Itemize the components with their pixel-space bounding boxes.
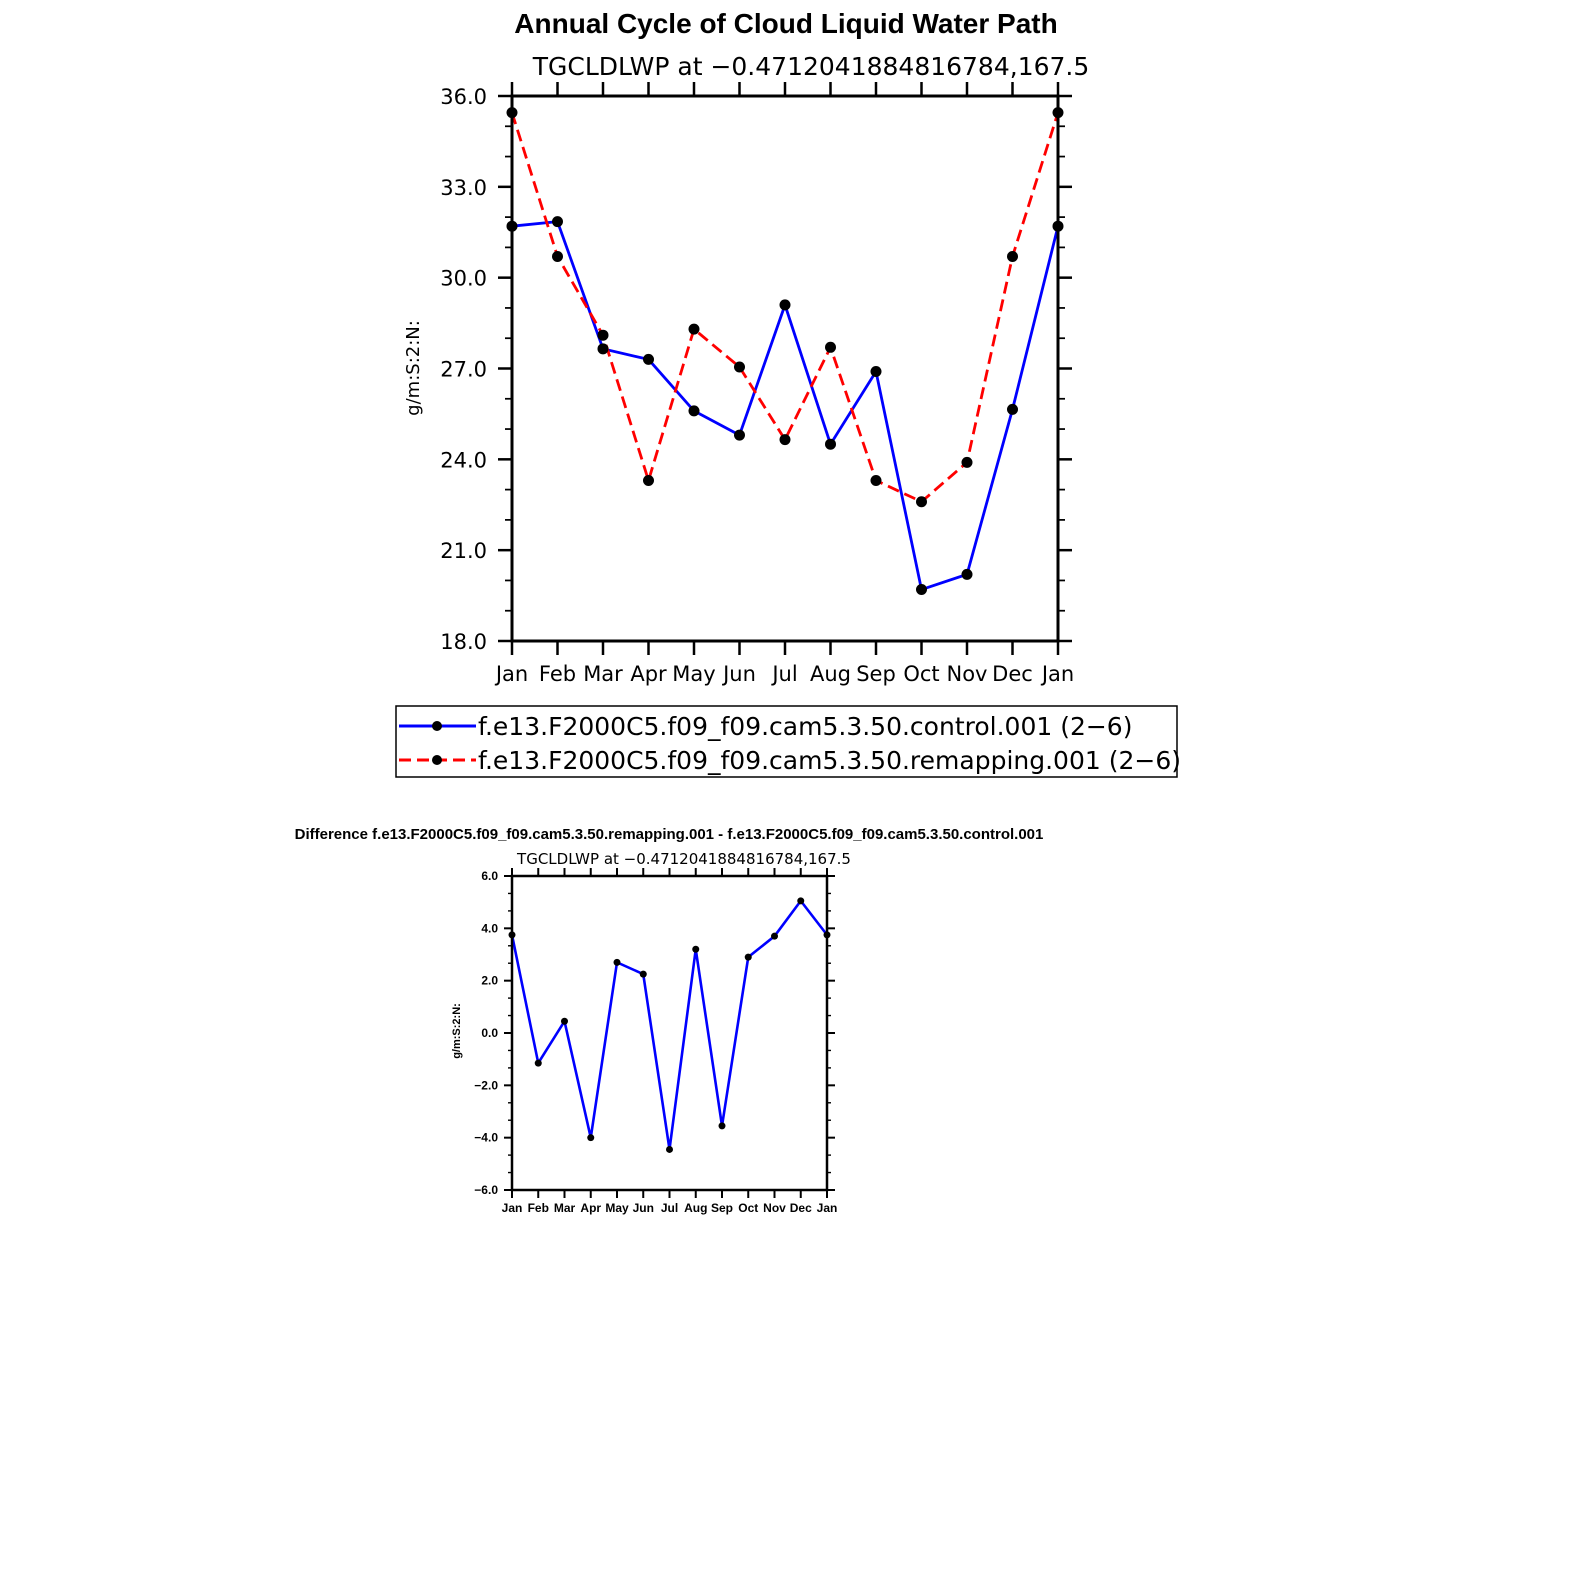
diff-data-point xyxy=(692,945,700,953)
data-point xyxy=(734,361,745,373)
diff-data-point xyxy=(744,953,752,961)
diff-x-tick-label: Jan xyxy=(502,1201,523,1215)
y-tick-label: 21.0 xyxy=(440,539,487,563)
data-point xyxy=(916,496,927,508)
difference-y-axis-label: g/m:S:2:N: xyxy=(451,1003,463,1059)
chart-subtitle: TGCLDLWP at −0.4712041884816784,167.5 xyxy=(532,52,1090,81)
data-point xyxy=(1007,250,1018,262)
legend-label-control: f.e13.F2000C5.f09_f09.cam5.3.50.control.… xyxy=(478,712,1132,741)
data-point xyxy=(916,584,927,596)
diff-y-tick-label: −4.0 xyxy=(474,1131,498,1145)
legend-marker-remapping xyxy=(432,755,442,765)
x-tick-label: Jun xyxy=(721,662,756,686)
data-point xyxy=(961,456,973,468)
diff-y-tick-label: −2.0 xyxy=(474,1078,498,1092)
legend-box xyxy=(395,705,1178,778)
x-tick-label: Aug xyxy=(810,662,851,686)
data-point xyxy=(825,438,836,450)
difference-subtitle: TGCLDLWP at −0.4712041884816784,167.5 xyxy=(516,850,851,868)
diff-data-point xyxy=(718,1122,726,1130)
diff-x-tick-label: Jul xyxy=(661,1201,678,1215)
x-tick-label: Sep xyxy=(856,662,896,686)
diff-y-tick-label: 4.0 xyxy=(481,921,498,935)
x-tick-label: Dec xyxy=(992,662,1033,686)
diff-x-tick-label: Aug xyxy=(684,1201,707,1215)
chart-title: Annual Cycle of Cloud Liquid Water Path xyxy=(514,8,1057,39)
data-point xyxy=(961,568,973,580)
data-point xyxy=(870,475,882,487)
diff-x-tick-label: Apr xyxy=(580,1201,601,1215)
diff-x-tick-label: Jan xyxy=(817,1201,838,1215)
diff-data-point xyxy=(587,1134,595,1142)
diff-data-point xyxy=(534,1059,542,1067)
difference-chart: Difference f.e13.F2000C5.f09_f09.cam5.3.… xyxy=(295,826,1044,1215)
y-tick-label: 33.0 xyxy=(440,176,487,200)
diff-x-tick-label: Oct xyxy=(738,1201,758,1215)
diff-x-tick-label: Dec xyxy=(790,1201,812,1215)
data-point xyxy=(597,329,609,341)
diff-x-tick-label: Sep xyxy=(711,1201,733,1215)
diff-y-tick-label: 0.0 xyxy=(481,1026,498,1040)
annual-cycle-chart: Annual Cycle of Cloud Liquid Water Path … xyxy=(403,8,1089,686)
data-point xyxy=(688,323,700,335)
diff-data-point xyxy=(639,970,647,978)
diff-x-tick-label: Feb xyxy=(528,1201,549,1215)
diff-x-tick-label: Mar xyxy=(554,1201,576,1215)
legend: f.e13.F2000C5.f09_f09.cam5.3.50.control.… xyxy=(395,705,1181,778)
diff-data-point xyxy=(771,932,778,940)
y-tick-label: 18.0 xyxy=(440,630,487,654)
diff-data-point xyxy=(561,1017,568,1025)
x-tick-label: Mar xyxy=(583,662,623,686)
diff-data-point xyxy=(613,958,621,966)
y-tick-label: 36.0 xyxy=(440,85,487,109)
plot-frame xyxy=(510,94,1060,643)
data-point xyxy=(779,299,791,311)
series-line-0 xyxy=(511,220,1060,592)
diff-x-tick-label: May xyxy=(605,1201,629,1215)
x-tick-label: Apr xyxy=(630,662,667,686)
x-tick-label: Nov xyxy=(947,662,988,686)
data-point xyxy=(870,366,882,378)
x-tick-label: Feb xyxy=(539,662,576,686)
diff-series-line-0 xyxy=(510,898,829,1150)
data-point xyxy=(779,434,791,446)
diff-x-tick-label: Jun xyxy=(633,1201,654,1215)
difference-plot-frame xyxy=(510,874,829,1192)
x-tick-label: May xyxy=(672,662,715,686)
y-tick-label: 30.0 xyxy=(440,267,487,291)
x-tick-label: Jan xyxy=(494,662,528,686)
diff-x-tick-label: Nov xyxy=(763,1201,786,1215)
data-point xyxy=(552,250,563,262)
data-point xyxy=(643,475,654,487)
x-tick-label: Oct xyxy=(903,662,939,686)
y-tick-label: 24.0 xyxy=(440,448,487,472)
data-point xyxy=(597,343,609,355)
difference-title: Difference f.e13.F2000C5.f09_f09.cam5.3.… xyxy=(295,826,1044,843)
data-point xyxy=(825,341,836,353)
data-point xyxy=(734,429,745,441)
diff-y-tick-label: −6.0 xyxy=(474,1183,498,1197)
legend-marker-control xyxy=(432,721,442,731)
diff-y-tick-label: 2.0 xyxy=(481,974,498,988)
data-point xyxy=(643,353,654,365)
data-point xyxy=(688,405,700,417)
x-tick-label: Jan xyxy=(1040,662,1074,686)
data-point xyxy=(552,216,563,228)
diff-data-point xyxy=(797,897,805,905)
diff-y-tick-label: 6.0 xyxy=(481,869,498,883)
diff-data-point xyxy=(666,1145,673,1153)
legend-label-remapping: f.e13.F2000C5.f09_f09.cam5.3.50.remappin… xyxy=(478,746,1181,775)
data-point xyxy=(1007,403,1018,415)
y-tick-label: 27.0 xyxy=(440,358,487,382)
x-tick-label: Jul xyxy=(770,662,797,686)
y-axis-label: g/m:S:2:N: xyxy=(403,320,424,416)
